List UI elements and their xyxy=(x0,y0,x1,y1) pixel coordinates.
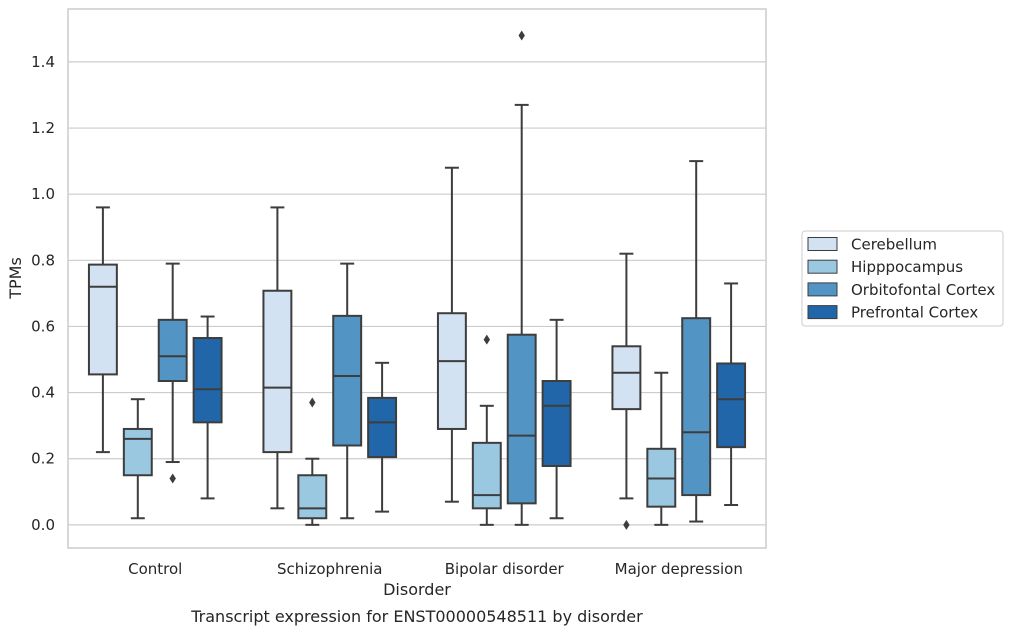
box xyxy=(436,312,467,430)
outlier-point xyxy=(169,473,176,484)
y-tick-label: 0.4 xyxy=(31,384,55,402)
x-tick-labels: Control Schizophrenia Bipolar disorder Majo… xyxy=(128,560,743,578)
legend-swatch xyxy=(807,305,838,320)
y-tick-label: 0.6 xyxy=(31,317,55,335)
series-group xyxy=(87,166,642,530)
series-group xyxy=(122,334,677,526)
box xyxy=(157,318,188,383)
legend-swatch xyxy=(807,259,838,274)
x-tick-label: Major depression xyxy=(615,560,743,578)
legend-swatch xyxy=(807,282,838,297)
plot-marks xyxy=(87,30,747,530)
x-axis-label: Disorder xyxy=(383,580,451,599)
figure-caption: Transcript expression for ENST0000054851… xyxy=(190,607,643,626)
box xyxy=(541,380,572,467)
legend-swatch xyxy=(807,237,838,251)
legend-entry: Prefrontal Cortex xyxy=(851,304,978,322)
legend: Cerebellum Hipppocampus Orbitofontal Corte… xyxy=(801,230,1004,327)
legend-entry: Orbitofontal Cortex xyxy=(851,281,995,299)
box xyxy=(262,289,293,454)
box xyxy=(611,345,642,411)
legend-entry: Hipppocampus xyxy=(851,258,963,276)
box xyxy=(297,474,328,520)
y-tick-label: 0.0 xyxy=(31,516,55,534)
box xyxy=(506,333,537,505)
outlier-point xyxy=(309,397,316,408)
box xyxy=(471,441,502,510)
y-tick-label: 0.2 xyxy=(31,450,55,468)
outlier-point xyxy=(518,30,525,41)
y-axis-label: TPMs xyxy=(6,257,25,300)
box xyxy=(716,362,747,449)
x-tick-label: Control xyxy=(128,560,182,578)
outlier-point xyxy=(483,334,490,345)
box xyxy=(122,427,153,477)
box xyxy=(332,314,363,447)
y-tick-label: 0.8 xyxy=(31,251,55,269)
box xyxy=(367,396,398,459)
series-group xyxy=(157,30,712,526)
y-tick-label: 1.2 xyxy=(31,119,55,137)
y-tick-labels: 0.0 0.2 0.4 0.6 0.8 1.0 1.2 1.4 xyxy=(31,53,55,534)
series-group xyxy=(192,282,747,520)
box xyxy=(192,337,223,424)
x-tick-label: Schizophrenia xyxy=(277,560,382,578)
legend-entry: Cerebellum xyxy=(851,236,937,254)
plot-frame xyxy=(67,8,767,549)
y-tick-label: 1.4 xyxy=(31,53,55,71)
outlier-point xyxy=(623,519,630,530)
y-tick-label: 1.0 xyxy=(31,185,55,203)
x-tick-label: Bipolar disorder xyxy=(445,560,565,578)
legend-frame xyxy=(801,230,1004,327)
box xyxy=(87,263,118,376)
box xyxy=(681,317,712,497)
